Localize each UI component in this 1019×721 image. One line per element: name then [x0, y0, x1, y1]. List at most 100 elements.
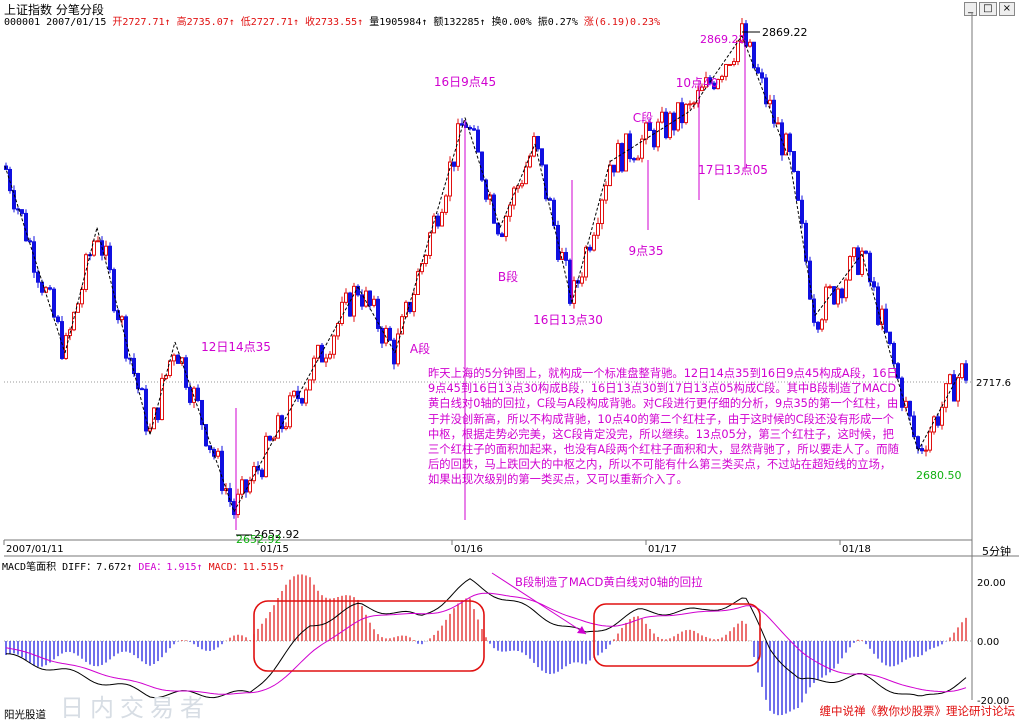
candle-up	[64, 335, 68, 359]
candle-up	[660, 111, 664, 123]
candle-down	[24, 212, 28, 242]
candle-down	[816, 321, 820, 330]
candle-up	[412, 293, 416, 313]
candle-down	[156, 407, 160, 421]
candle-down	[300, 398, 304, 404]
period-label[interactable]: 5分钟	[982, 545, 1011, 558]
footer-forum: 缠中说禅《教你炒股票》理论研讨论坛	[819, 704, 1016, 718]
stroke-segment	[4, 165, 66, 354]
quote-code-date: 000001 2007/01/15	[4, 17, 107, 28]
stroke-segment	[394, 117, 466, 354]
stroke-segment	[357, 286, 396, 354]
candle-down	[908, 400, 912, 417]
candle-down	[144, 388, 148, 432]
candle-down	[772, 99, 776, 124]
stroke-segment	[233, 286, 359, 512]
annotation-label: 17日13点05	[698, 163, 768, 177]
candle-up	[304, 389, 308, 404]
reference-level-label: 2717.6	[976, 378, 1011, 389]
candle-down	[268, 435, 272, 441]
candle-down	[780, 122, 784, 156]
candle-up	[880, 308, 884, 325]
stroke-segment	[571, 161, 611, 303]
candle-up	[956, 377, 960, 402]
candle-down	[320, 344, 324, 363]
annotation-label: 16日9点45	[434, 75, 496, 89]
candle-down	[460, 123, 464, 126]
candle-up	[284, 426, 288, 430]
candle-down	[864, 250, 868, 254]
candle-down	[588, 246, 592, 251]
candle-up	[608, 164, 612, 187]
candle-down	[760, 72, 764, 79]
candle-down	[764, 77, 768, 105]
candle-up	[828, 286, 832, 289]
candle-down	[452, 161, 456, 167]
macd-value: MACD：11.515↑	[208, 562, 285, 573]
candle-up	[80, 288, 84, 305]
candle-up	[92, 240, 96, 256]
candle-up	[516, 185, 520, 189]
macd-y-tick: 0.00	[977, 637, 999, 648]
candle-up	[724, 64, 728, 77]
candle-up	[264, 435, 268, 478]
macd-y-tick: -20.00	[977, 696, 1009, 707]
candle-up	[236, 493, 240, 516]
candle-up	[736, 40, 740, 63]
macd-y-tick: 20.00	[977, 578, 1006, 589]
candle-up	[276, 415, 280, 439]
candle-down	[36, 271, 40, 283]
candle-down	[200, 399, 204, 426]
close-button[interactable]: ×	[998, 2, 1015, 16]
candle-up	[948, 374, 952, 385]
candle-up	[324, 357, 328, 363]
quote-low: 低2727.71↑	[240, 17, 299, 28]
annotation-label: 10点40	[676, 76, 719, 90]
candle-up	[424, 254, 428, 265]
high-price-tag: 2869.22	[700, 33, 746, 46]
candle-up	[520, 183, 524, 187]
maximize-button[interactable]: □	[979, 2, 997, 16]
candle-up	[396, 333, 400, 365]
candle-up	[580, 276, 584, 284]
candle-up	[716, 79, 720, 90]
watermark: 日内交易者	[60, 694, 210, 721]
candle-down	[876, 286, 880, 325]
stroke-segment	[64, 227, 98, 354]
candle-down	[260, 469, 264, 478]
candle-up	[172, 354, 176, 362]
candle-down	[476, 129, 480, 153]
quote-open: 开2727.71↑	[112, 17, 171, 28]
candle-down	[360, 294, 364, 307]
candle-down	[128, 357, 132, 360]
candle-up	[72, 311, 76, 331]
candle-up	[120, 316, 124, 321]
annotation-label: 16日13点30	[533, 313, 603, 327]
candle-down	[648, 122, 652, 131]
candle-up	[560, 252, 564, 260]
candle-up	[336, 323, 340, 337]
candle-down	[612, 164, 616, 173]
candle-up	[524, 166, 528, 185]
candle-down	[136, 373, 140, 390]
candle-down	[884, 308, 888, 333]
candle-down	[652, 129, 656, 148]
candle-up	[316, 344, 320, 359]
date-label: 01/17	[648, 544, 677, 555]
candle-down	[12, 190, 16, 210]
candle-down	[800, 199, 804, 224]
minimize-button[interactable]: _	[964, 2, 978, 16]
candle-down	[176, 354, 180, 364]
candle-down	[936, 416, 940, 426]
candle-up	[340, 301, 344, 325]
candle-up	[148, 428, 152, 432]
candle-up	[732, 61, 736, 65]
low-price-label: 2652.92	[254, 528, 300, 541]
quote-bar: 000001 2007/01/15 开2727.71↑ 高2735.07↑ 低2…	[4, 13, 660, 28]
stroke-segment	[534, 143, 573, 303]
chart-labels: 16日9点45 10点40 C段 17日13点05 9点35 B段 16日13点30 A段 12…	[3, 26, 1011, 707]
candle-down	[388, 327, 392, 341]
candle-up	[776, 122, 780, 125]
candle-up	[656, 121, 660, 148]
footer-brand: 阳光股道	[4, 709, 46, 721]
